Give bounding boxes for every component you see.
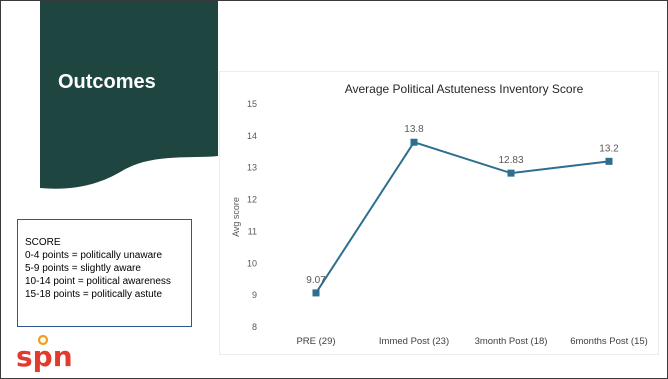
- y-tick-label: 10: [247, 258, 257, 268]
- series-line: [315, 141, 610, 294]
- y-tick-label: 12: [247, 195, 257, 205]
- spn-logo-icon: spn: [16, 333, 76, 373]
- data-label: 12.83: [498, 155, 523, 166]
- x-tick-label: PRE (29): [296, 336, 335, 347]
- data-point: [605, 157, 613, 165]
- chart-frame: [219, 71, 659, 355]
- y-tick-label: 8: [252, 322, 257, 332]
- data-point: [507, 169, 515, 177]
- line-chart: Average Political Astuteness Inventory S…: [219, 71, 659, 355]
- data-label: 9.07: [306, 275, 326, 286]
- data-point: [312, 289, 320, 297]
- data-label: 13.2: [599, 143, 619, 154]
- slide-title: Outcomes: [58, 71, 156, 93]
- chart-panel: Average Political Astuteness Inventory S…: [219, 71, 659, 355]
- chart-title: Average Political Astuteness Inventory S…: [345, 82, 584, 96]
- score-legend-line: 10-14 point = political awareness: [25, 276, 171, 287]
- x-tick-label: Immed Post (23): [379, 336, 449, 347]
- title-banner: [40, 1, 218, 196]
- banner-shape: [40, 1, 218, 189]
- x-tick-label: 3month Post (18): [475, 336, 548, 347]
- y-axis-label: Avg score: [231, 197, 241, 237]
- score-legend-line: 15-18 points = politically astute: [25, 289, 163, 300]
- score-legend-heading: SCORE: [25, 237, 61, 248]
- score-legend-line: 0-4 points = politically unaware: [25, 250, 163, 261]
- y-tick-label: 13: [247, 163, 257, 173]
- score-legend-box: SCORE 0-4 points = politically unaware 5…: [17, 219, 192, 327]
- y-tick-label: 15: [247, 99, 257, 109]
- score-legend-line: 5-9 points = slightly aware: [25, 263, 141, 274]
- y-tick-label: 9: [252, 290, 257, 300]
- data-label: 13.8: [404, 124, 424, 135]
- data-point: [410, 138, 418, 146]
- y-tick-label: 11: [248, 226, 257, 236]
- y-tick-label: 14: [247, 131, 257, 141]
- x-tick-label: 6months Post (15): [570, 336, 648, 347]
- logo-text: spn: [16, 340, 73, 373]
